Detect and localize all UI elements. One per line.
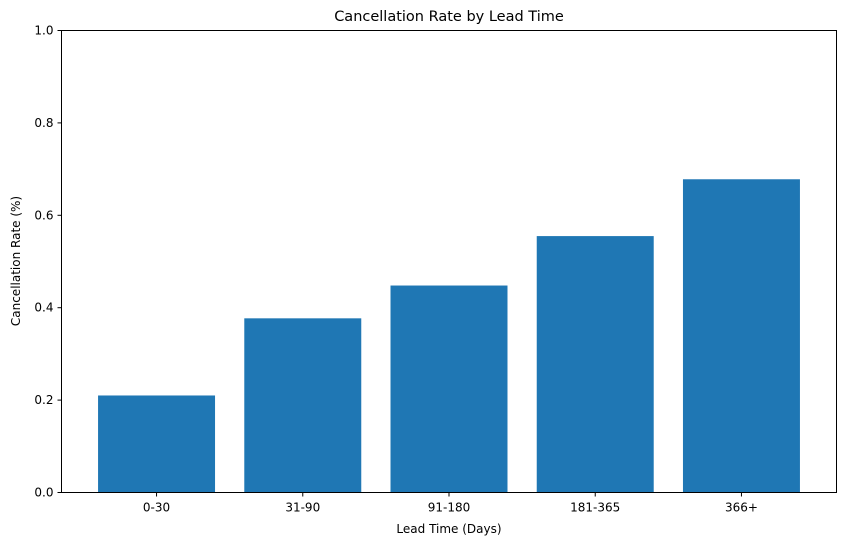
x-tick-label: 31-90 xyxy=(285,501,320,515)
y-tick-label: 0.8 xyxy=(34,116,53,130)
chart-title: Cancellation Rate by Lead Time xyxy=(334,9,564,25)
x-tick-label: 91-180 xyxy=(428,501,471,515)
x-tick-label: 366+ xyxy=(725,501,758,515)
y-axis-label: Cancellation Rate (%) xyxy=(9,196,23,326)
y-tick-label: 0.4 xyxy=(34,301,53,315)
y-tick-label: 0.2 xyxy=(34,393,53,407)
bar-91-180 xyxy=(390,285,508,493)
bar-0-30 xyxy=(98,395,216,493)
y-tick-label: 1.0 xyxy=(34,24,53,38)
bar-31-90 xyxy=(244,318,362,493)
x-tick-label: 181-365 xyxy=(570,501,620,515)
y-tick-label: 0.6 xyxy=(34,208,53,222)
y-axis-ticks: 0.0 0.2 0.4 0.6 0.8 1.0 xyxy=(34,24,62,500)
bar-181-365 xyxy=(536,236,654,493)
x-axis-label: Lead Time (Days) xyxy=(396,522,501,536)
x-tick-label: 0-30 xyxy=(143,501,170,515)
x-axis-ticks: 0-30 31-90 91-180 181-365 366+ xyxy=(143,492,758,515)
bars-group xyxy=(98,179,800,493)
bar-366+ xyxy=(682,179,800,493)
y-tick-label: 0.0 xyxy=(34,486,53,500)
plot-frame xyxy=(61,30,837,493)
